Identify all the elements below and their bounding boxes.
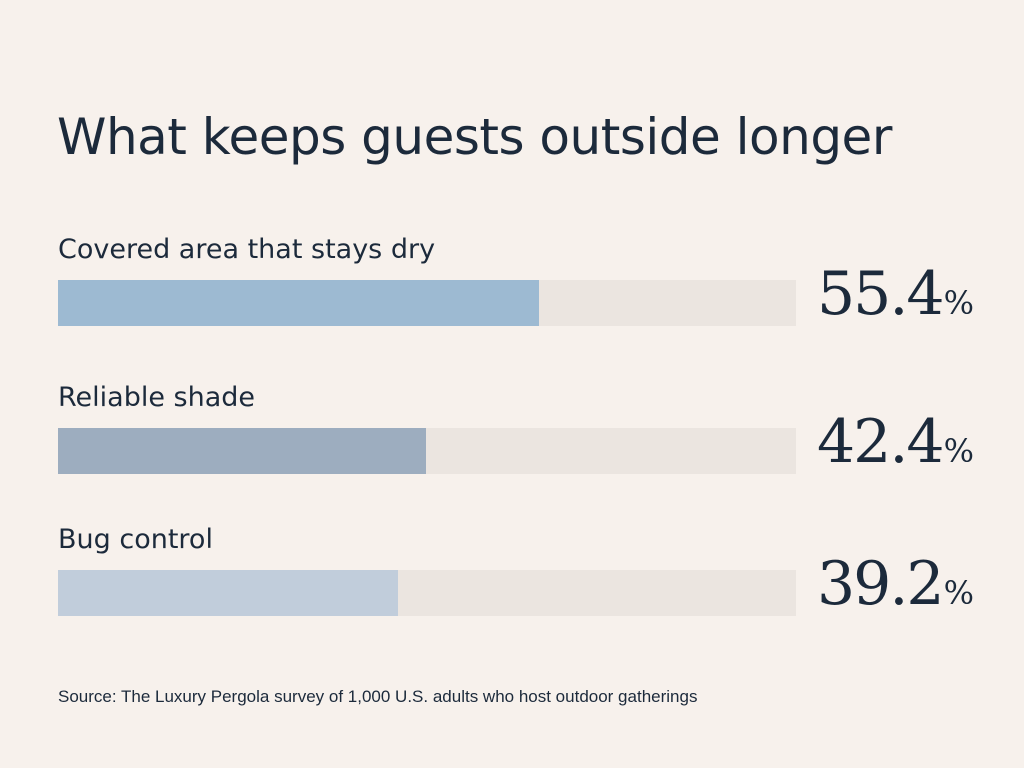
bar-row-covered-area: Covered area that stays dry 55.4% bbox=[0, 236, 1024, 346]
bar-value-label: 42.4% bbox=[817, 412, 974, 472]
bar-track bbox=[58, 570, 796, 616]
bar-value-number: 55.4 bbox=[817, 259, 945, 329]
bar-value-unit: % bbox=[943, 574, 974, 612]
bar-row-reliable-shade: Reliable shade 42.4% bbox=[0, 384, 1024, 494]
bar-label: Bug control bbox=[58, 524, 213, 555]
bar-value-unit: % bbox=[943, 284, 974, 322]
bar-fill bbox=[58, 428, 426, 474]
bar-row-bug-control: Bug control 39.2% bbox=[0, 526, 1024, 636]
source-note: Source: The Luxury Pergola survey of 1,0… bbox=[58, 687, 698, 706]
chart-title: What keeps guests outside longer bbox=[57, 108, 892, 166]
bar-label: Reliable shade bbox=[58, 382, 256, 413]
bar-fill bbox=[58, 570, 398, 616]
bar-value-label: 39.2% bbox=[817, 554, 974, 614]
bar-value-number: 39.2 bbox=[817, 549, 945, 619]
bar-fill bbox=[58, 280, 539, 326]
bar-value-unit: % bbox=[943, 432, 974, 470]
bar-track bbox=[58, 280, 796, 326]
bar-value-label: 55.4% bbox=[817, 264, 974, 324]
bar-track bbox=[58, 428, 796, 474]
bar-value-number: 42.4 bbox=[817, 407, 945, 477]
bar-label: Covered area that stays dry bbox=[58, 234, 436, 265]
